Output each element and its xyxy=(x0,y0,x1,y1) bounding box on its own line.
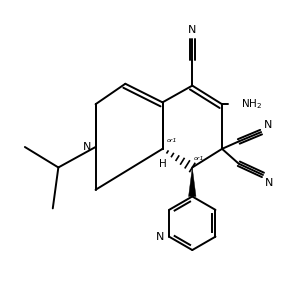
Text: NH$_2$: NH$_2$ xyxy=(241,97,262,111)
Text: or1: or1 xyxy=(167,138,178,143)
Text: N: N xyxy=(156,232,165,242)
Text: N: N xyxy=(265,178,273,188)
Text: H: H xyxy=(159,159,167,169)
Text: N: N xyxy=(188,25,196,35)
Text: N: N xyxy=(83,142,91,152)
Polygon shape xyxy=(189,168,196,196)
Text: or1: or1 xyxy=(194,156,205,161)
Text: N: N xyxy=(264,120,272,130)
